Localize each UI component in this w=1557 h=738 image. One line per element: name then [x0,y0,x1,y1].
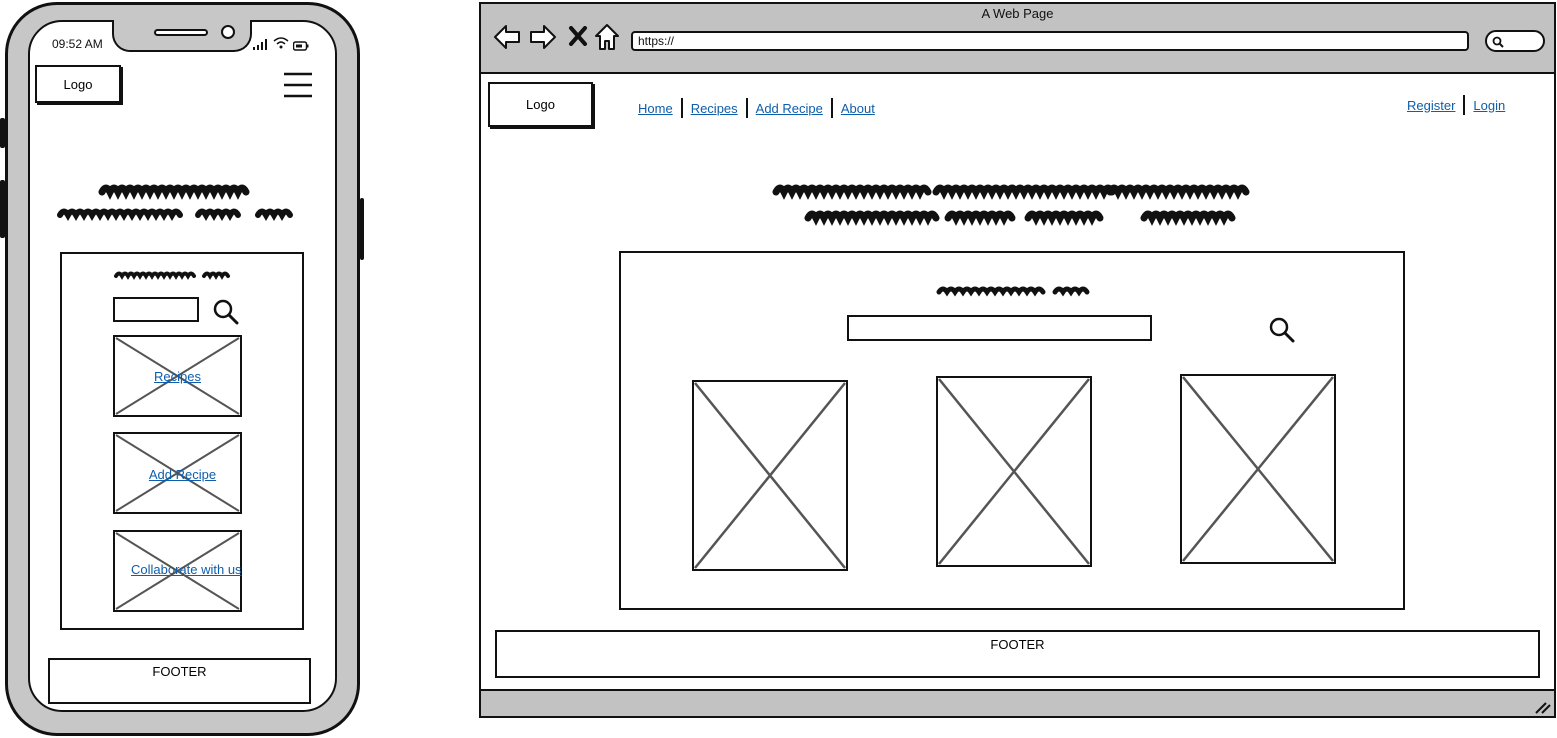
nav-link-about[interactable]: About [840,100,875,116]
resize-grip-icon[interactable] [1533,699,1551,720]
logo-label: Logo [63,76,93,92]
image-placeholder[interactable] [936,376,1092,567]
headline-placeholder [56,178,306,226]
image-placeholder [113,335,242,417]
phone-content-panel [60,252,304,630]
phone-side-button [360,198,364,260]
hamburger-menu-icon[interactable] [284,72,312,103]
signal-icon [253,37,269,55]
speaker-grille [154,29,208,36]
card-link-recipes[interactable]: Recipes [154,369,201,384]
logo[interactable]: Logo [488,82,593,127]
search-input[interactable] [113,297,199,322]
image-placeholder[interactable] [1180,374,1336,564]
search-icon[interactable] [1268,316,1295,348]
window-title: A Web Page [981,6,1054,21]
footer-label: FOOTER [990,637,1045,652]
url-text: https:// [638,34,675,48]
auth-nav: Register Login [1407,95,1505,115]
nav-link-recipes[interactable]: Recipes [690,100,738,116]
card-link-add-recipe[interactable]: Add Recipe [148,467,217,482]
footer: FOOTER [48,658,311,704]
card-recipes[interactable]: Recipes [113,335,242,417]
image-placeholder[interactable] [692,380,848,571]
card-add-recipe[interactable]: Add Recipe [113,432,242,514]
search-icon[interactable] [212,298,239,330]
content-panel [619,251,1405,610]
home-icon[interactable] [594,23,620,56]
phone-side-button [0,118,5,148]
nav-divider [1463,95,1466,115]
nav-divider [745,98,748,118]
login-link[interactable]: Login [1473,97,1506,113]
back-icon[interactable] [493,23,521,56]
card-collaborate[interactable]: Collaborate with us [113,530,242,612]
nav-divider [830,98,833,118]
battery-icon [292,38,309,56]
nav-divider [680,98,683,118]
browser-search-field[interactable] [1485,30,1545,52]
wifi-icon [273,36,289,54]
logo-label: Logo [526,97,555,112]
image-placeholder [113,432,242,514]
camera-icon [221,25,235,39]
footer-label: FOOTER [152,664,207,679]
address-bar[interactable]: https:// [631,31,1469,51]
close-icon[interactable] [568,26,588,51]
nav-link-add-recipe[interactable]: Add Recipe [755,100,823,116]
headline-placeholder [770,178,1254,230]
phone-side-button [0,180,5,238]
register-link[interactable]: Register [1407,97,1456,113]
footer: FOOTER [495,630,1540,678]
subheading-placeholder [935,282,1095,300]
search-icon [1492,36,1504,48]
subheading-placeholder [112,268,236,282]
nav-link-home[interactable]: Home [638,100,673,116]
logo[interactable]: Logo [35,65,121,103]
status-time: 09:52 AM [52,37,103,51]
forward-icon[interactable] [529,23,557,56]
image-placeholder [113,530,242,612]
card-link-collaborate[interactable]: Collaborate with us [131,562,242,577]
main-nav: Home Recipes Add Recipe About [638,98,875,118]
search-input[interactable] [847,315,1152,341]
